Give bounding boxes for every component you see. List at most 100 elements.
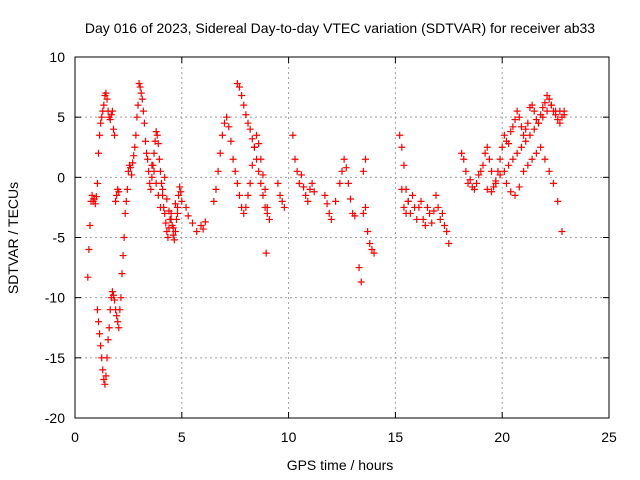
data-point [466, 176, 474, 184]
data-point [248, 161, 256, 169]
data-point [123, 185, 131, 193]
data-points [84, 79, 568, 388]
data-point [248, 135, 256, 143]
data-point [227, 137, 235, 145]
data-point [505, 161, 513, 169]
data-point [94, 318, 102, 326]
data-point [554, 116, 562, 124]
y-tick-label: 0 [57, 169, 65, 185]
data-point [101, 380, 109, 388]
data-point [141, 137, 149, 145]
data-point [293, 167, 301, 175]
data-point [156, 167, 164, 175]
data-point [93, 306, 101, 314]
data-point [321, 191, 329, 199]
data-point [108, 107, 116, 115]
data-point [99, 366, 107, 374]
data-point [458, 149, 466, 157]
data-point [118, 270, 126, 278]
data-point [253, 155, 261, 163]
data-point [530, 107, 538, 115]
data-point [150, 149, 158, 157]
data-point [152, 179, 160, 187]
data-point [265, 215, 273, 223]
data-point [543, 92, 551, 100]
data-point [460, 155, 468, 163]
data-point [188, 219, 196, 227]
data-point [364, 227, 372, 235]
data-point [532, 116, 540, 124]
data-point [105, 324, 113, 332]
data-point [133, 113, 141, 121]
data-point [545, 95, 553, 103]
data-point [549, 179, 557, 187]
data-point [143, 149, 151, 157]
data-point [98, 113, 106, 121]
data-point [524, 119, 532, 127]
data-point [184, 212, 192, 220]
data-point [150, 167, 158, 175]
data-point [164, 234, 172, 241]
data-point [223, 113, 231, 121]
data-point [170, 236, 178, 244]
y-tick-label: -20 [45, 410, 65, 426]
data-point [93, 179, 101, 187]
data-point [246, 179, 254, 187]
data-point [558, 227, 566, 235]
data-point [115, 188, 123, 196]
data-point [218, 131, 226, 139]
x-axis-ticks: 0 5 10 15 20 25 [71, 57, 617, 445]
data-point [423, 203, 431, 211]
data-point [113, 191, 121, 199]
data-point [430, 207, 438, 215]
data-point [135, 79, 143, 87]
data-point [163, 195, 171, 203]
data-point [361, 203, 369, 211]
data-point [304, 197, 312, 205]
data-point [182, 203, 190, 211]
data-point [520, 167, 528, 175]
data-point [162, 219, 170, 227]
data-point [233, 79, 241, 87]
x-axis-label: GPS time / hours [287, 457, 394, 473]
data-point [517, 143, 525, 151]
data-point [488, 188, 496, 196]
data-point [537, 143, 545, 151]
data-point [507, 188, 515, 196]
data-point [136, 83, 144, 91]
data-point [359, 167, 367, 175]
data-point [147, 185, 155, 193]
data-point [400, 203, 408, 211]
data-point [308, 179, 316, 187]
data-point [509, 123, 517, 131]
data-point [509, 155, 517, 163]
data-point [229, 155, 237, 163]
data-point [443, 227, 451, 235]
data-point [132, 131, 140, 139]
data-point [120, 234, 128, 241]
y-tick-label: 5 [57, 109, 65, 125]
data-point [139, 107, 147, 115]
data-point [96, 131, 104, 139]
data-point [121, 209, 129, 217]
data-point [295, 179, 303, 187]
data-point [263, 209, 271, 217]
data-point [421, 221, 429, 229]
data-point [167, 215, 175, 223]
data-point [310, 188, 318, 196]
data-point [130, 152, 138, 160]
data-point [155, 155, 163, 163]
data-point [177, 188, 185, 196]
data-point [169, 224, 177, 232]
x-tick-label: 25 [601, 429, 617, 445]
data-point [214, 167, 222, 175]
data-point [547, 101, 555, 109]
data-point [261, 203, 269, 211]
data-point [361, 155, 369, 163]
data-point [174, 209, 182, 217]
data-point [97, 119, 105, 127]
data-point [171, 200, 179, 208]
data-point [556, 119, 564, 127]
data-point [445, 240, 453, 248]
